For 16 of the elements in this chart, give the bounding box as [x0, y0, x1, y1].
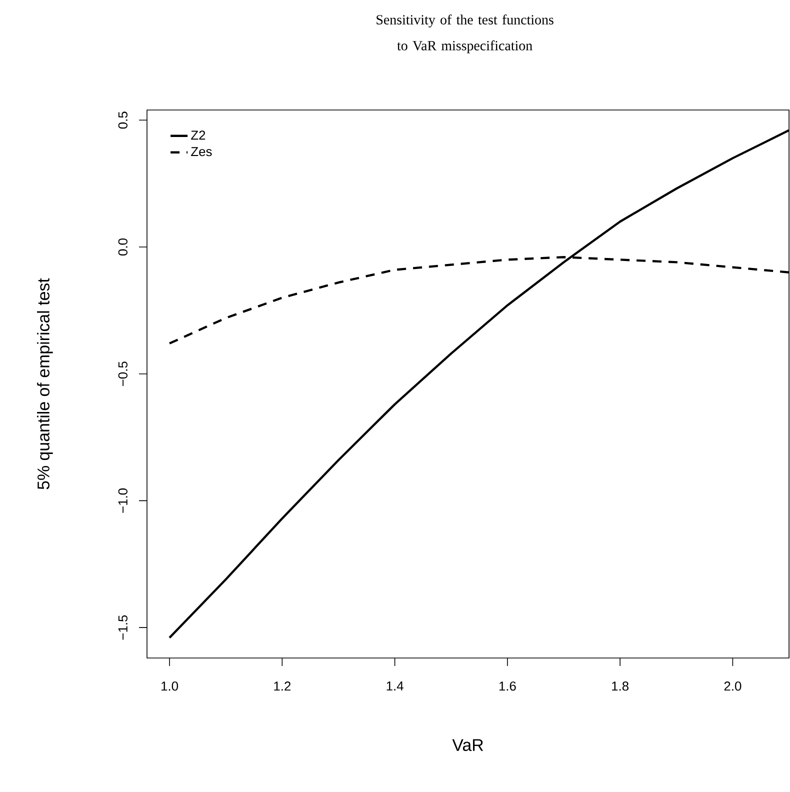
chart-title: Sensitivity of the test functions to VaR misspecification [376, 14, 554, 54]
x-tick-label: 1.2 [274, 682, 291, 691]
y-tick-label: −1.0 [118, 488, 128, 513]
y-tick-label: 0.0 [118, 238, 128, 256]
y-axis-title: 5% quantile of empirical test [37, 278, 53, 490]
y-tick-label: −0.5 [118, 362, 128, 386]
y-tick-label: 0.5 [118, 112, 128, 129]
x-tick-label: 1.4 [386, 682, 404, 690]
x-tick-label: 1.6 [499, 682, 516, 691]
x-tick-label: 2.0 [724, 682, 742, 691]
x-tick-label: 1.0 [162, 682, 178, 691]
y-tick-label: −1.5 [118, 615, 128, 640]
x-tick-label: 1.8 [612, 682, 629, 691]
legend-label: Z2 [191, 130, 206, 140]
legend-label: Zes [191, 147, 212, 156]
x-axis-title: VaR [452, 739, 484, 752]
